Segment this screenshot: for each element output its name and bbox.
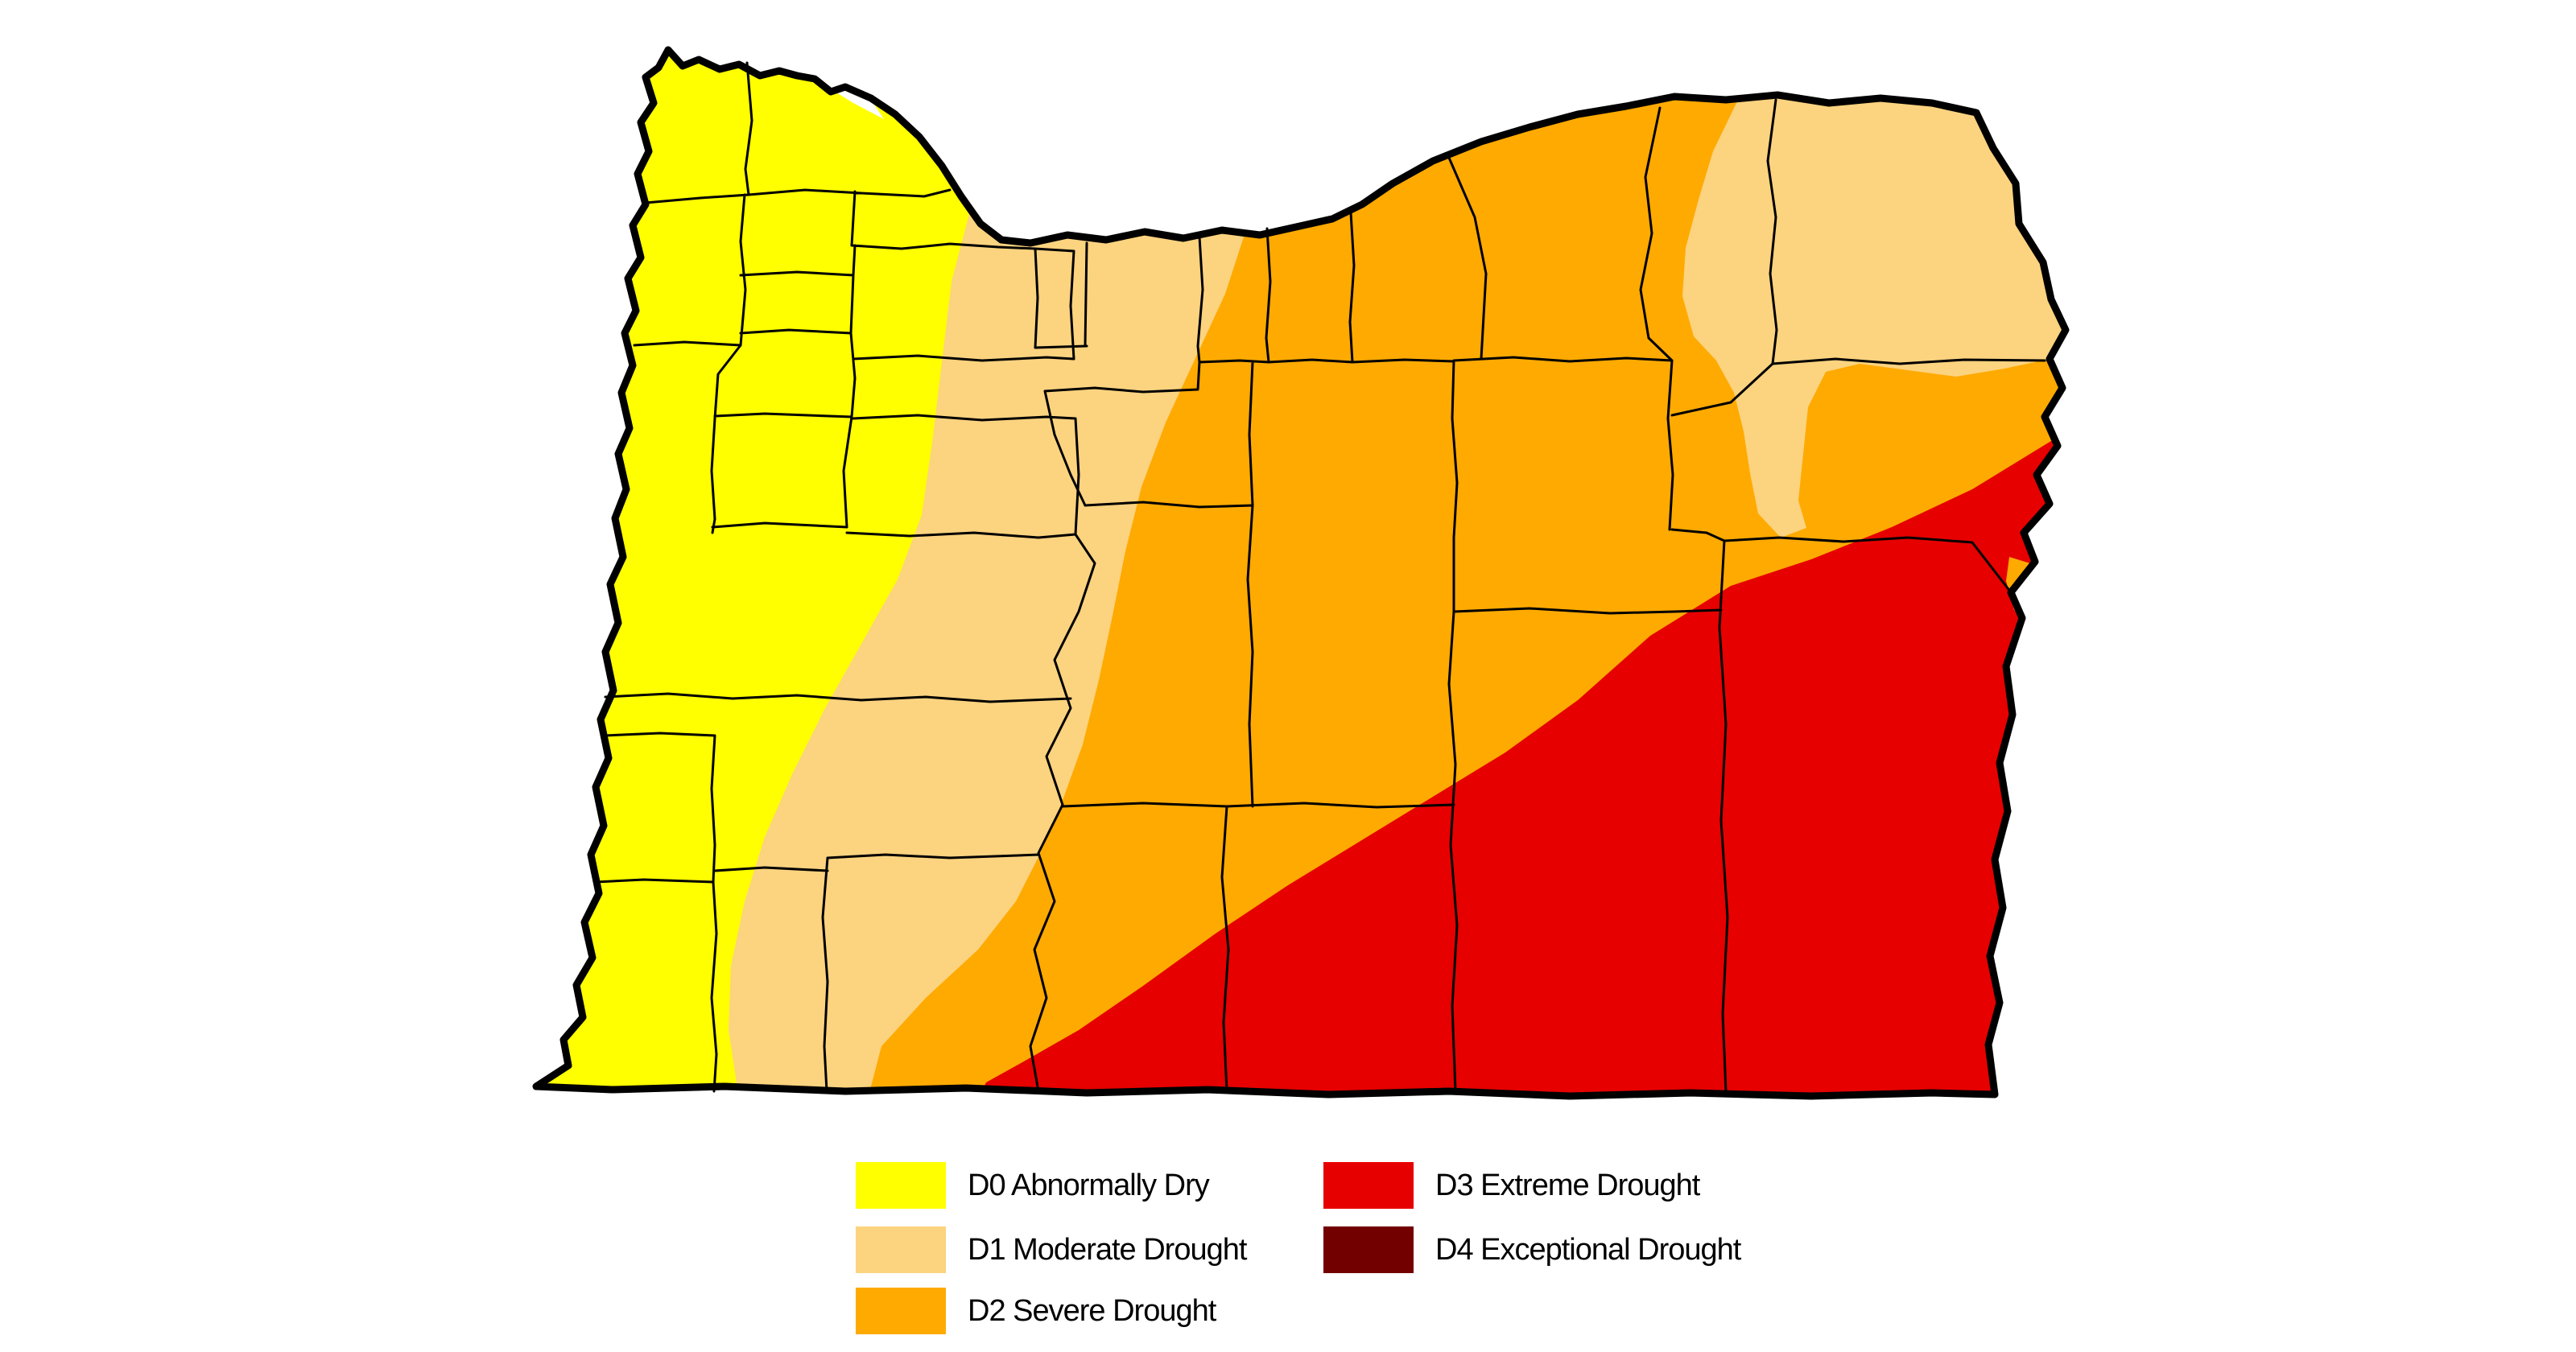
region-wallowa-d1-moderate-drought — [1682, 95, 2066, 538]
region-d3-extreme-drought — [978, 441, 2066, 1096]
region-columbia-none — [815, 79, 884, 119]
county-boundaries — [594, 61, 2046, 1093]
state-border — [532, 46, 2070, 1100]
